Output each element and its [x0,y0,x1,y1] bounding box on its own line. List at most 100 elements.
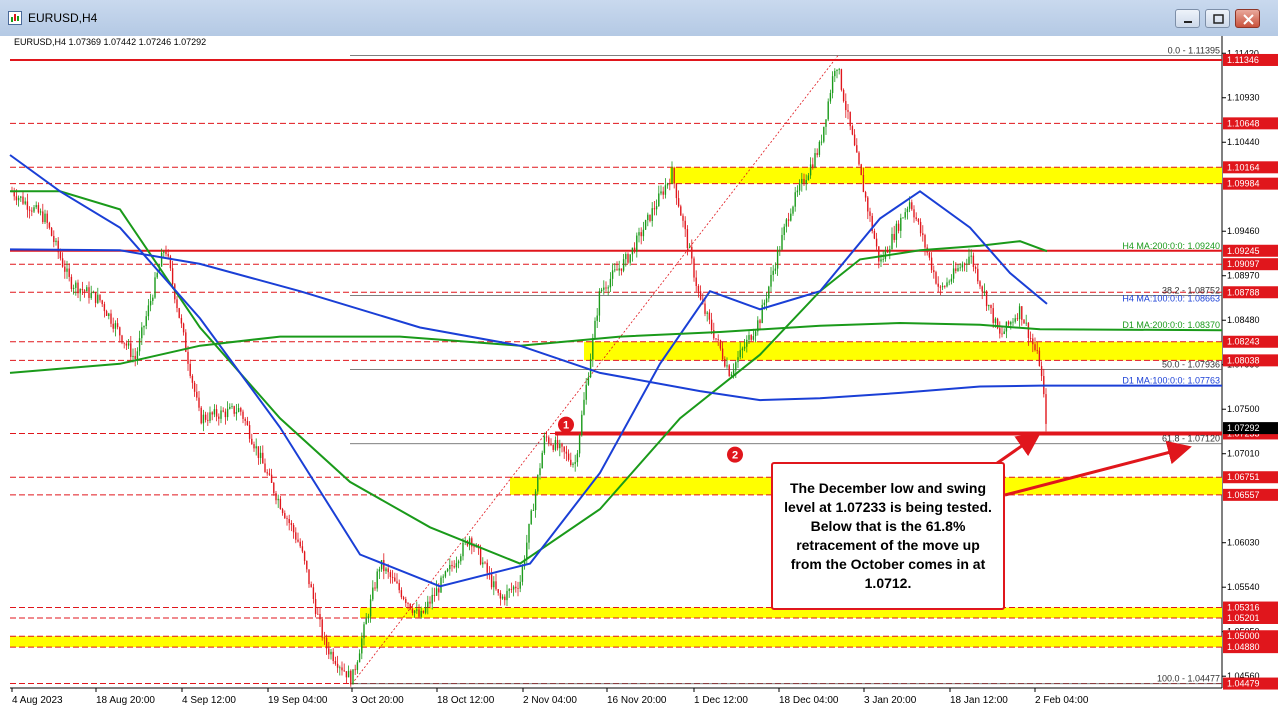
candle-body [194,383,195,392]
candle-body [256,446,257,448]
candle-body [361,638,362,653]
candle-body [86,287,87,291]
candle-body [491,574,492,587]
candle-body [898,224,899,231]
candle-body [755,331,756,336]
price-level-label: 1.08788 [1227,287,1260,297]
candle-body [44,214,45,222]
candle-body [988,305,989,306]
candle-body [555,440,556,450]
candle-body [517,588,518,589]
candle-body [322,619,323,637]
candle-body [572,464,573,465]
candle-body [346,671,347,677]
candle-body [909,202,910,209]
candle-body [154,277,155,297]
candle-body [797,191,798,193]
candle-body [806,180,807,184]
candle-body [676,184,677,199]
y-tick-label: 1.09460 [1227,226,1260,236]
candle-body [53,236,54,242]
candle-body [267,472,268,473]
candle-body [126,344,127,346]
x-tick-label: 3 Oct 20:00 [352,695,404,706]
ma-label: H4 MA:100:0:0: 1.08663 [1122,294,1220,304]
candle-body [172,268,173,284]
candle-body [924,235,925,247]
candle-body [768,287,769,299]
restore-button[interactable] [1205,9,1230,28]
candle-body [324,638,325,639]
candle-body [93,292,94,293]
candle-body [577,453,578,462]
candle-body [649,215,650,221]
candle-body [726,365,727,366]
window-titlebar[interactable]: EURUSD,H4 [0,0,1278,37]
candle-body [280,499,281,509]
candle-body [605,288,606,289]
candle-body [839,69,840,70]
price-chart[interactable]: EURUSD,H4 1.07369 1.07442 1.07246 1.0729… [0,36,1278,712]
candle-body [808,175,809,180]
candle-body [108,314,109,316]
y-tick-label: 1.05540 [1227,582,1260,592]
chart-area[interactable]: EURUSD,H4 1.07369 1.07442 1.07246 1.0729… [0,36,1278,712]
price-level-label: 1.09097 [1227,259,1260,269]
candle-body [724,359,725,366]
candle-body [306,561,307,569]
candle-body [66,269,67,272]
candle-body [940,287,941,288]
close-icon [1236,10,1261,29]
candle-body [825,119,826,126]
candle-body [429,602,430,604]
candle-body [49,223,50,228]
candle-body [278,499,279,500]
candle-body [509,589,510,591]
candle-body [770,275,771,287]
candle-body [357,662,358,670]
candle-body [502,597,503,599]
candle-body [190,364,191,376]
candle-body [405,599,406,603]
fib-label: 0.0 - 1.11395 [1168,46,1220,56]
minimize-button[interactable] [1175,9,1200,28]
candle-body [223,410,224,411]
candle-body [799,184,800,191]
candle-body [284,513,285,518]
candle-body [852,126,853,134]
candle-body [198,398,199,408]
candle-body [271,475,272,483]
candle-body [69,269,70,277]
annotation-box: The December low and swing level at 1.07… [771,462,1005,610]
candle-body [610,279,611,288]
candle-body [968,257,969,264]
y-tick-label: 1.08480 [1227,315,1260,325]
candle-body [711,320,712,330]
price-level-label: 1.08243 [1227,337,1260,347]
candle-body [553,445,554,450]
candle-body [539,468,540,475]
candle-body [335,661,336,664]
candle-body [929,253,930,258]
candle-body [581,415,582,435]
candle-body [201,408,202,424]
candle-body [583,400,584,415]
close-button[interactable] [1235,9,1260,28]
x-tick-label: 18 Oct 12:00 [437,695,495,706]
candle-body [236,412,237,414]
candle-body [212,412,213,414]
candle-body [64,267,65,272]
candle-body [982,286,983,291]
candle-body [733,370,734,374]
candle-body [203,415,204,424]
candle-body [579,435,580,453]
candle-body [150,301,151,305]
candle-body [614,269,615,270]
candle-body [845,101,846,110]
candle-body [935,272,936,284]
x-tick-label: 2 Nov 04:00 [523,695,577,706]
candle-body [911,202,912,209]
candle-body [337,664,338,668]
candle-body [977,269,978,281]
candle-body [861,164,862,175]
